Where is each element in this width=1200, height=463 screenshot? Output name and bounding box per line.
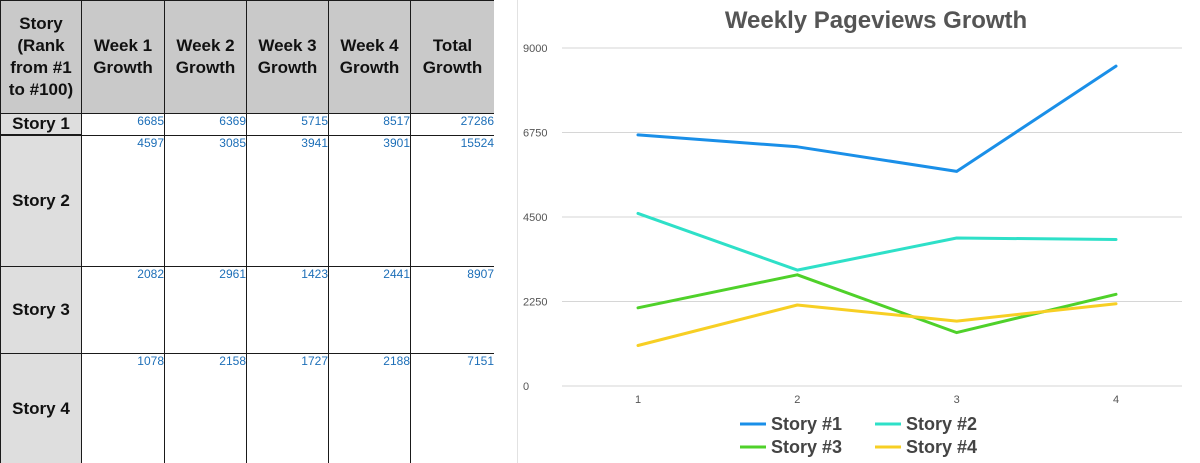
y-tick-label: 6750 — [523, 128, 547, 140]
x-tick-label: 1 — [635, 394, 641, 406]
series-lines — [636, 64, 1118, 347]
table-cell: 2158 — [164, 352, 247, 463]
table-cell: 6685 — [81, 113, 165, 136]
growth-table-panel: Story (Rank from #1 to #100) Week 1 Grow… — [0, 0, 494, 463]
chart-title: Weekly Pageviews Growth — [725, 7, 1027, 34]
table-cell: 5715 — [246, 113, 329, 136]
table-cell: 15524 — [410, 134, 494, 267]
row-label: Story 1 — [0, 113, 82, 136]
table-cell: 8907 — [410, 265, 494, 354]
table-row: Story 4 1078 2158 1727 2188 7151 — [0, 352, 494, 463]
series-line — [636, 302, 1118, 347]
table-cell: 27286 — [410, 113, 494, 136]
legend-label: Story #1 — [771, 414, 842, 434]
table-row: Story 3 2082 2961 1423 2441 8907 — [0, 265, 494, 354]
header-total: Total Growth — [410, 0, 494, 114]
table-cell: 6369 — [164, 113, 247, 136]
series-line — [636, 64, 1118, 173]
y-tick-label: 9000 — [523, 43, 547, 55]
x-tick-label: 2 — [794, 394, 800, 406]
series-line — [636, 273, 1118, 335]
table-cell: 1423 — [246, 265, 329, 354]
header-week-3: Week 3 Growth — [246, 0, 329, 114]
table-row: Story 1 6685 6369 5715 8517 27286 — [0, 113, 494, 136]
y-axis-ticks: 0 2250 4500 6750 9000 — [523, 43, 547, 393]
line-chart-panel: Weekly Pageviews Growth 0 2250 4500 6750 900… — [517, 0, 1200, 463]
table-cell: 3941 — [246, 134, 329, 267]
table-cell: 4597 — [81, 134, 165, 267]
table-cell: 2441 — [328, 265, 411, 354]
table-cell: 2961 — [164, 265, 247, 354]
header-week-1: Week 1 Growth — [81, 0, 165, 114]
row-label: Story 3 — [0, 265, 82, 354]
y-tick-label: 2250 — [523, 297, 547, 309]
table-cell: 3901 — [328, 134, 411, 267]
header-week-2: Week 2 Growth — [164, 0, 247, 114]
legend-label: Story #3 — [771, 437, 842, 457]
header-week-4: Week 4 Growth — [328, 0, 411, 114]
gridlines — [562, 47, 1182, 387]
table-cell: 2188 — [328, 352, 411, 463]
x-tick-label: 4 — [1113, 394, 1119, 406]
table-row: Story 2 4597 3085 3941 3901 15524 — [0, 134, 494, 267]
x-axis-ticks: 1 2 3 4 — [635, 394, 1119, 406]
table-cell: 1078 — [81, 352, 165, 463]
table-cell: 1727 — [246, 352, 329, 463]
row-label: Story 2 — [0, 134, 82, 267]
table-cell: 2082 — [81, 265, 165, 354]
table-cell: 8517 — [328, 113, 411, 136]
table-cell: 7151 — [410, 352, 494, 463]
legend: Story #1 Story #2 Story #3 Story #4 — [740, 414, 977, 457]
y-tick-label: 4500 — [523, 212, 547, 224]
y-tick-label: 0 — [523, 381, 529, 393]
legend-label: Story #2 — [906, 414, 977, 434]
growth-table: Story (Rank from #1 to #100) Week 1 Grow… — [0, 0, 494, 463]
x-tick-label: 3 — [954, 394, 960, 406]
header-row: Story (Rank from #1 to #100) Week 1 Grow… — [0, 0, 494, 114]
table-cell: 3085 — [164, 134, 247, 267]
row-label: Story 4 — [0, 352, 82, 463]
series-line — [636, 211, 1118, 272]
header-story: Story (Rank from #1 to #100) — [0, 0, 82, 114]
line-chart: Weekly Pageviews Growth 0 2250 4500 6750 900… — [523, 7, 1182, 457]
legend-label: Story #4 — [906, 437, 977, 457]
